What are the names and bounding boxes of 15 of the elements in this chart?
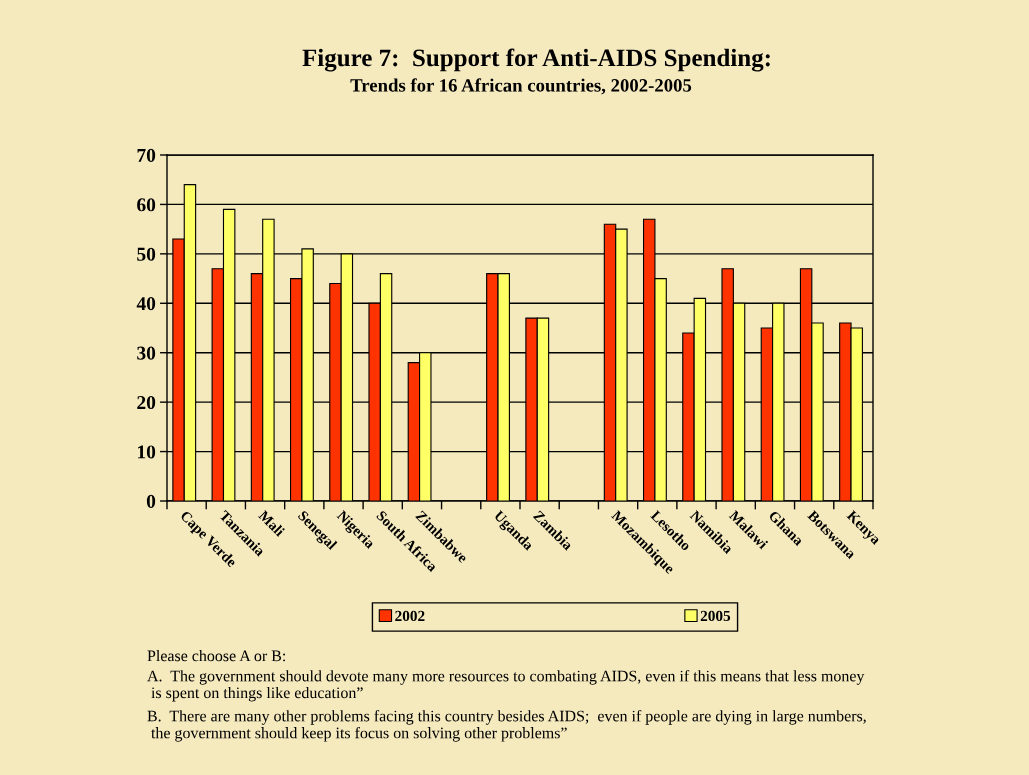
y-tick-label: 0: [146, 494, 156, 508]
y-tick-label: 70: [137, 148, 156, 162]
y-tick-label: 10: [138, 445, 156, 459]
text: Please choose A or B:: [147, 650, 286, 662]
y-tick-label: 20: [137, 395, 156, 410]
y-tick-label: 60: [137, 198, 156, 212]
y-tick-label: 50: [137, 247, 156, 261]
y-tick-label: 40: [136, 297, 156, 311]
text: B. There are many other problems facing this country besides AIDS; even if people are dying in large numbers, the government should keep its focus on solving other problems”: [147, 710, 866, 742]
y-tick-label: 30: [137, 346, 156, 360]
legend-label: 2005: [700, 610, 731, 622]
chart-title: Figure 7: Support for Anti-AIDS Spending:: [302, 48, 770, 72]
text: A. The government should devote many more resources to combating AIDS, even if this means that less money is spent on things like education”: [147, 670, 865, 702]
chart-subtitle: Trends for 16 African countries, 2002-2005: [350, 78, 692, 95]
legend-label: 2002: [395, 610, 425, 622]
